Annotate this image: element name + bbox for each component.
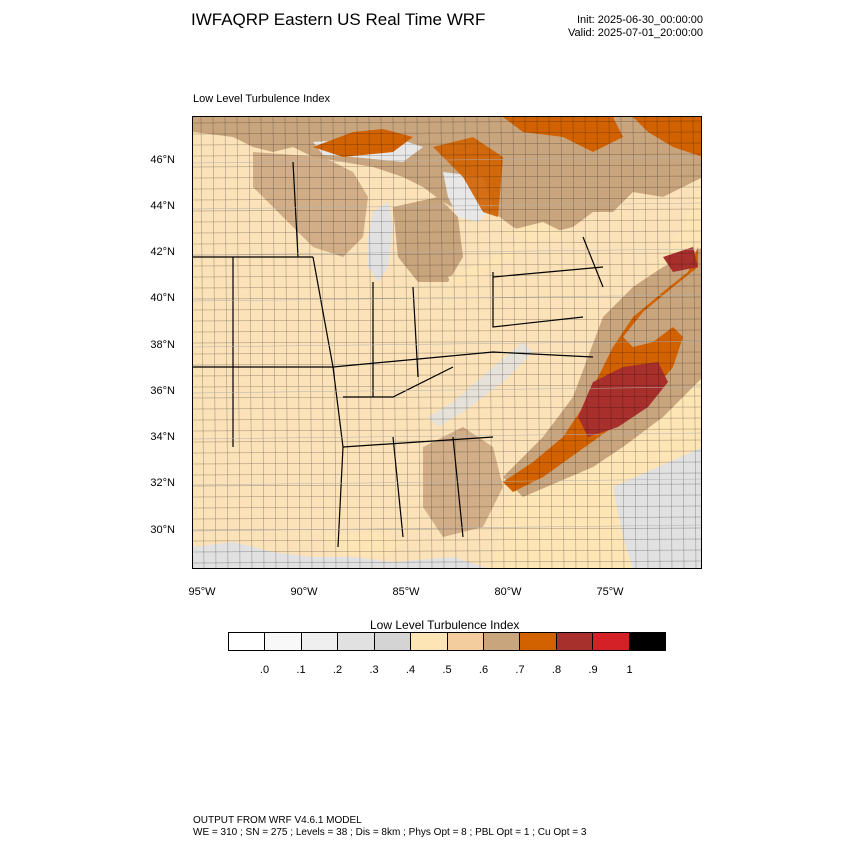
colorbar-label: .7 xyxy=(515,664,525,676)
lat-label: 32°N xyxy=(150,477,175,489)
lake-erie xyxy=(448,242,523,287)
colorbar-swatch xyxy=(229,633,266,650)
colorbar-swatch xyxy=(556,633,594,650)
colorbar-swatch xyxy=(265,633,302,650)
colorbar-label: .2 xyxy=(332,664,343,676)
colorbar-label: .4 xyxy=(405,664,416,676)
county-grid xyxy=(193,117,701,568)
colorbar-title: Low Level Turbulence Index xyxy=(370,618,520,632)
michigan-moderate xyxy=(393,197,463,282)
colorbar-swatch xyxy=(301,633,339,650)
lat-label: 30°N xyxy=(150,524,175,536)
new-england-high xyxy=(663,247,698,272)
turbulence-map xyxy=(193,117,701,568)
gulf-pale xyxy=(323,532,403,557)
lake-ontario xyxy=(503,222,563,242)
lake-michigan xyxy=(368,202,393,282)
plot-subtitle: Low Level Turbulence Index xyxy=(193,93,330,105)
lat-label: 42°N xyxy=(150,246,175,258)
lat-label: 36°N xyxy=(150,385,175,397)
lon-label: 75°W xyxy=(596,586,624,598)
colorbar-swatch xyxy=(338,633,375,650)
colorbar-label: .1 xyxy=(296,664,306,676)
canada-orange-north xyxy=(503,117,623,152)
canada-orange-east xyxy=(633,117,701,157)
lon-label: 90°W xyxy=(290,586,318,598)
colorbar-label: .5 xyxy=(442,664,452,676)
init-time: Init: 2025-06-30_00:00:00 xyxy=(577,14,703,26)
appalachian-grey xyxy=(428,342,533,427)
atlantic-grey xyxy=(613,447,701,568)
lat-label: 46°N xyxy=(150,154,175,166)
colorbar-label: .0 xyxy=(259,664,270,676)
model-info-line: OUTPUT FROM WRF V4.6.1 MODEL xyxy=(193,815,362,826)
colorbar-swatch xyxy=(520,633,557,650)
state-boundaries xyxy=(193,161,604,548)
lon-label: 95°W xyxy=(188,586,216,598)
colorbar-swatch xyxy=(629,633,666,650)
lat-label: 34°N xyxy=(150,431,175,443)
model-config-line: WE = 310 ; SN = 275 ; Levels = 38 ; Dis … xyxy=(193,827,587,838)
colorbar-label: 1 xyxy=(626,664,633,676)
canada-orange-west xyxy=(313,129,413,157)
colorbar-swatch xyxy=(483,633,521,650)
lat-label: 38°N xyxy=(150,339,175,351)
gulf-grey xyxy=(193,542,487,568)
colorbar-label: .8 xyxy=(551,664,562,676)
upper-midwest-moderate xyxy=(253,152,368,257)
lon-label: 85°W xyxy=(392,586,420,598)
colorbar-label: .9 xyxy=(588,664,598,676)
colorbar-swatch xyxy=(374,633,412,650)
colorbar-label: .3 xyxy=(369,664,379,676)
colorbar-label: .6 xyxy=(478,664,489,676)
colorbar-swatch xyxy=(593,633,630,650)
colorbar-swatch xyxy=(411,633,448,650)
valid-time: Valid: 2025-07-01_20:00:00 xyxy=(568,27,703,39)
map-panel xyxy=(192,116,702,569)
colorbar xyxy=(228,632,666,651)
graticule xyxy=(193,156,701,532)
lon-label: 80°W xyxy=(494,586,522,598)
main-title: IWFAQRP Eastern US Real Time WRF xyxy=(191,10,486,29)
colorbar-swatch xyxy=(447,633,484,650)
lat-label: 44°N xyxy=(150,200,175,212)
lat-label: 40°N xyxy=(150,292,175,304)
